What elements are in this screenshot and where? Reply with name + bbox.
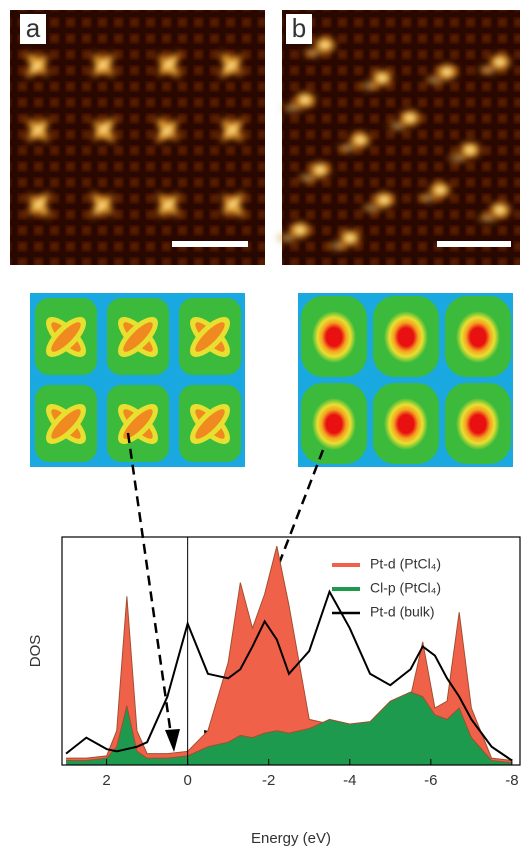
stm-images — [10, 10, 520, 265]
scale-bar — [172, 241, 248, 247]
spot — [384, 311, 428, 363]
x-tick-label: -4 — [343, 772, 356, 789]
x-tick-label: 0 — [183, 772, 191, 789]
x-tick-label: 2 — [102, 772, 110, 789]
x-tick-label: -2 — [262, 772, 275, 789]
spot — [384, 119, 412, 133]
spot — [444, 151, 472, 165]
spot — [456, 311, 500, 363]
spot — [456, 398, 500, 450]
spot — [334, 141, 362, 155]
spot — [474, 63, 502, 77]
spot — [312, 398, 356, 450]
dft-maps — [30, 293, 513, 467]
panel-label: a — [26, 13, 41, 43]
legend-label: Cl-p (PtCl₄) — [370, 580, 441, 596]
spot — [356, 79, 384, 93]
spot — [324, 239, 352, 253]
x-tick-label: -8 — [505, 772, 518, 789]
x-axis-label: Energy (eV) — [251, 830, 331, 847]
spot — [274, 231, 302, 245]
spot — [474, 211, 502, 225]
spot — [279, 101, 307, 115]
dos-chart: 2 0 -2 -4 -6 -8 Energy (eV) DOS Pt-d (PtCl₄) Cl-p… — [27, 537, 520, 847]
panel-label: b — [292, 13, 306, 43]
spot — [299, 46, 327, 60]
x-tick-label: -6 — [424, 772, 437, 789]
spot — [358, 201, 386, 215]
spot — [414, 191, 442, 205]
spot — [312, 311, 356, 363]
y-axis-label: DOS — [27, 635, 44, 668]
legend-label: Pt-d (PtCl₄) — [370, 556, 441, 572]
spot — [294, 171, 322, 185]
scale-bar — [437, 241, 511, 247]
spot — [421, 73, 449, 87]
spot — [384, 398, 428, 450]
legend-label: Pt-d (bulk) — [370, 604, 435, 620]
figure: a b 2 0 -2 -4 -6 -8 Energy (eV) DOS Pt-d (PtCl₄)… — [0, 0, 530, 848]
